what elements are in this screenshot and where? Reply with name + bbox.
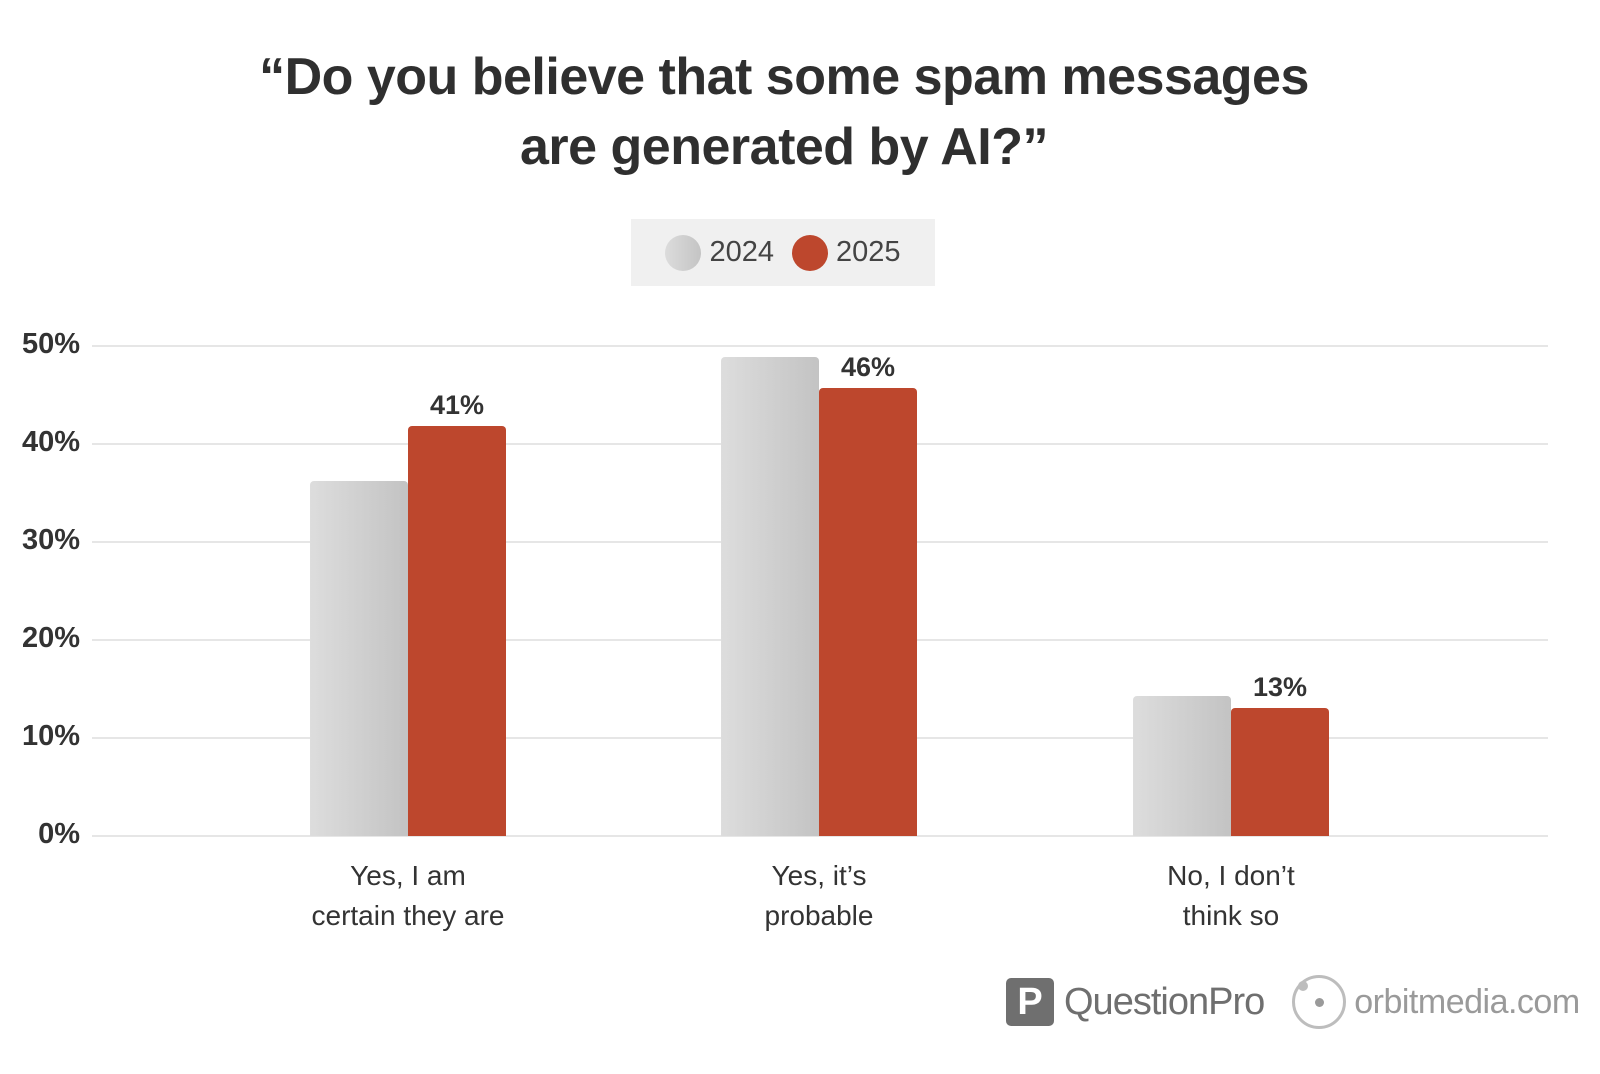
y-tick-10: 10% — [21, 720, 80, 752]
bar-2025-dont-think — [1231, 708, 1329, 836]
legend-label-2024: 2024 — [709, 236, 774, 268]
legend-swatch-2025-icon — [792, 234, 828, 271]
bar-2024-probable — [721, 357, 819, 836]
legend: 2024 2025 — [631, 219, 935, 286]
chart-title: “Do you believe that some spam messages … — [0, 42, 1568, 182]
bar-2025-certain — [408, 426, 506, 836]
legend-item-2024: 2024 — [665, 234, 774, 271]
y-tick-20: 20% — [21, 622, 80, 654]
y-tick-50: 50% — [21, 328, 80, 360]
value-label-2025-dont-think: 13% — [1252, 672, 1308, 702]
x-label-certain: Yes, I am certain they are — [258, 856, 558, 936]
x-label-dont-think-line1: No, I don’t — [1167, 860, 1295, 891]
gridline-0 — [92, 835, 1548, 837]
title-line-1: “Do you believe that some spam messages — [259, 48, 1309, 106]
gridline-50 — [92, 345, 1548, 347]
y-tick-0: 0% — [38, 818, 80, 850]
x-label-probable-line2: probable — [764, 900, 874, 931]
value-label-2025-probable: 46% — [840, 352, 896, 382]
legend-label-2025: 2025 — [836, 236, 901, 268]
x-label-probable: Yes, it’s probable — [669, 856, 969, 936]
orbitmedia-wordmark: orbitmedia.com — [1354, 982, 1580, 1021]
legend-item-2025: 2025 — [792, 234, 901, 271]
x-label-dont-think: No, I don’t think so — [1081, 856, 1381, 936]
x-label-dont-think-line2: think so — [1182, 900, 1280, 931]
bar-2024-dont-think — [1133, 696, 1231, 836]
x-label-probable-line1: Yes, it’s — [771, 860, 867, 891]
questionpro-wordmark: QuestionPro — [1064, 980, 1265, 1023]
bar-2024-certain — [310, 481, 408, 836]
y-tick-30: 30% — [21, 524, 80, 556]
questionpro-logo-icon: P — [1006, 978, 1054, 1026]
y-tick-40: 40% — [21, 426, 80, 458]
title-line-2: are generated by AI?” — [520, 118, 1048, 176]
bar-2025-probable — [819, 388, 917, 836]
plot-area: 41% 46% 13% — [92, 345, 1548, 837]
x-label-certain-line2: certain they are — [311, 900, 505, 931]
legend-swatch-2024-icon — [665, 234, 702, 271]
value-label-2025-certain: 41% — [429, 390, 485, 420]
x-label-certain-line1: Yes, I am — [350, 860, 466, 891]
footer-logos: P QuestionPro orbitmedia.com — [1006, 974, 1580, 1030]
orbitmedia-logo-icon — [1292, 975, 1347, 1029]
